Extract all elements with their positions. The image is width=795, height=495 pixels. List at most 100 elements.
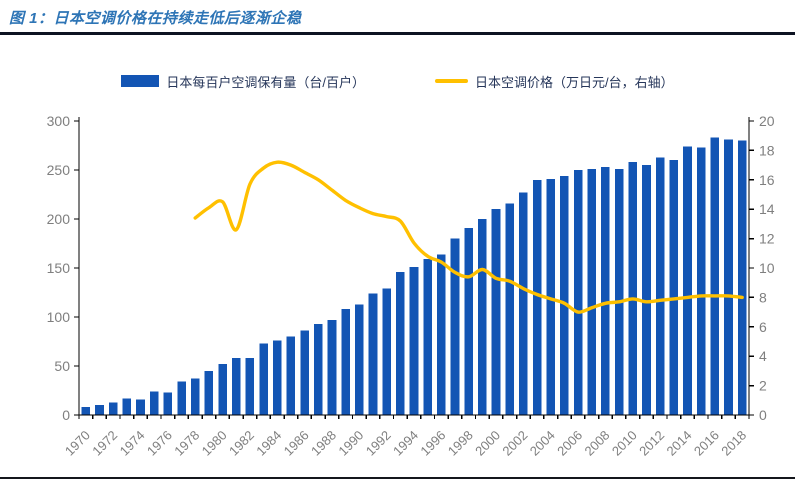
bar-1998: [464, 227, 473, 415]
legend-item-ownership: 日本每百户空调保有量（台/百户）: [121, 72, 365, 91]
legend-label-price: 日本空调价格（万日元/台，右轴）: [475, 74, 674, 90]
bar-series-swatch-icon: [121, 75, 160, 87]
bar-1983: [259, 343, 268, 415]
bar-1976: [163, 392, 173, 415]
price-line: [193, 160, 744, 314]
bar-1996: [437, 254, 446, 415]
bar-1990: [355, 304, 364, 415]
tick-label: 1988: [308, 428, 339, 459]
legend-label-ownership: 日本每百户空调保有量（台/百户）: [166, 74, 365, 90]
bar-1988: [327, 319, 337, 415]
bar-2004: [546, 178, 556, 415]
bar-2010: [628, 162, 638, 415]
bar-2011: [642, 165, 651, 415]
bar-1977: [177, 381, 186, 415]
tick-label: 1990: [335, 428, 366, 459]
tick-label: 1980: [199, 428, 230, 459]
legend-item-price: 日本空调价格（万日元/台，右轴）: [435, 72, 674, 91]
tick-label: 300: [47, 113, 71, 129]
bars: [81, 137, 747, 416]
bar-1992: [382, 288, 391, 415]
bar-1994: [409, 267, 419, 415]
bar-1972: [108, 402, 118, 415]
tick-label: 2: [759, 378, 767, 394]
bar-1979: [204, 370, 214, 415]
tick-label: 4: [759, 348, 767, 364]
title-underline-rule: [0, 32, 795, 35]
tick-label: 1982: [226, 428, 257, 459]
tick-label: 200: [47, 211, 71, 227]
tick-label: 2000: [472, 428, 503, 459]
bar-2012: [655, 157, 665, 415]
tick-label: 150: [47, 260, 71, 276]
axes: [74, 117, 754, 419]
tick-label: 14: [759, 201, 775, 217]
bar-1984: [272, 340, 282, 415]
line-series-swatch-icon: [435, 79, 468, 83]
bar-2008: [601, 167, 610, 415]
tick-label: 2016: [691, 428, 722, 459]
tick-label: 1974: [117, 428, 148, 459]
bar-1973: [122, 398, 132, 415]
bar-2013: [669, 160, 679, 415]
tick-label: 10: [759, 260, 775, 276]
tick-label: 0: [62, 407, 70, 423]
bar-1997: [450, 238, 460, 415]
bar-2000: [491, 209, 501, 415]
bar-1980: [218, 364, 227, 415]
tick-label: 1986: [281, 428, 312, 459]
tick-label: 2014: [664, 428, 695, 459]
bar-1985: [286, 336, 296, 415]
tick-label: 12: [759, 231, 775, 247]
tick-label: 50: [54, 358, 70, 374]
tick-label: 1978: [171, 428, 202, 459]
bar-2015: [696, 147, 706, 415]
bar-1993: [396, 271, 405, 415]
bar-2016: [710, 137, 720, 415]
tick-label: 2008: [581, 428, 612, 459]
bar-2018: [737, 140, 747, 415]
tick-label: 1972: [89, 428, 120, 459]
tick-label: 100: [47, 309, 71, 325]
bar-1970: [81, 407, 91, 415]
bar-2014: [683, 146, 692, 416]
tick-label: 18: [759, 142, 775, 158]
bar-1986: [300, 330, 309, 415]
bar-1987: [313, 323, 323, 415]
tick-label: 6: [759, 319, 767, 335]
tick-label: 0: [759, 407, 767, 423]
bar-1971: [95, 405, 104, 415]
bar-2006: [573, 170, 583, 415]
bar-2003: [532, 179, 542, 415]
bar-1982: [245, 358, 255, 415]
tick-label: 1996: [417, 428, 448, 459]
tick-label: 16: [759, 172, 775, 188]
bar-1975: [149, 391, 159, 415]
bar-1978: [190, 378, 200, 415]
bar-1974: [136, 399, 145, 415]
bar-2009: [614, 169, 624, 415]
bar-2001: [505, 203, 515, 415]
bar-2007: [587, 169, 597, 415]
bar-1981: [231, 358, 241, 415]
bar-2005: [560, 175, 569, 415]
bar-2017: [724, 139, 733, 415]
bar-1989: [341, 309, 350, 415]
tick-label: 1992: [363, 428, 394, 459]
tick-label: 1970: [62, 428, 93, 459]
bar-1991: [368, 293, 378, 415]
tick-label: 8: [759, 289, 767, 305]
bar-2002: [519, 192, 528, 415]
tick-label: 2004: [527, 428, 558, 459]
tick-label: 250: [47, 162, 71, 178]
footer-rule: [0, 477, 795, 479]
bar-1995: [423, 259, 432, 415]
tick-label: 2010: [609, 428, 640, 459]
tick-label: 2006: [554, 428, 585, 459]
figure-title: 图 1：日本空调价格在持续走低后逐渐企稳: [9, 10, 302, 27]
tick-label: 1984: [253, 428, 284, 459]
tick-label: 20: [759, 113, 775, 129]
tick-label: 2012: [636, 428, 667, 459]
